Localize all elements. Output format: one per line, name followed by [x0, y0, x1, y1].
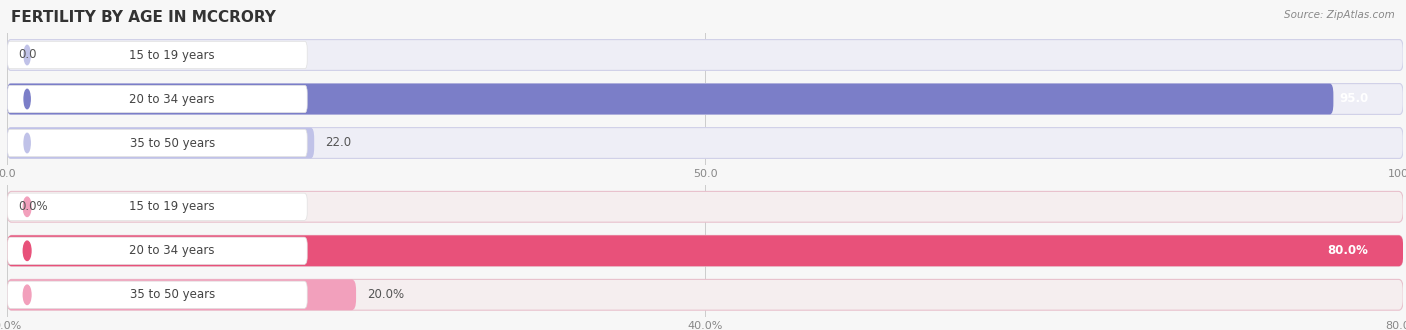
Text: 95.0: 95.0 — [1339, 92, 1368, 106]
FancyBboxPatch shape — [7, 85, 307, 113]
Circle shape — [24, 133, 30, 153]
Text: 35 to 50 years: 35 to 50 years — [129, 137, 215, 149]
FancyBboxPatch shape — [7, 83, 1333, 115]
FancyBboxPatch shape — [7, 235, 1403, 266]
Text: 0.0%: 0.0% — [18, 200, 48, 213]
FancyBboxPatch shape — [7, 281, 307, 309]
Text: 0.0: 0.0 — [18, 49, 37, 61]
FancyBboxPatch shape — [7, 280, 356, 310]
Text: 22.0: 22.0 — [325, 137, 352, 149]
FancyBboxPatch shape — [7, 41, 307, 69]
FancyBboxPatch shape — [7, 83, 1403, 115]
Text: Source: ZipAtlas.com: Source: ZipAtlas.com — [1284, 10, 1395, 20]
FancyBboxPatch shape — [7, 128, 1403, 158]
FancyBboxPatch shape — [7, 237, 307, 264]
Text: 15 to 19 years: 15 to 19 years — [129, 49, 215, 61]
Text: 20.0%: 20.0% — [367, 288, 405, 301]
Circle shape — [24, 89, 30, 109]
Text: 20 to 34 years: 20 to 34 years — [129, 244, 215, 257]
FancyBboxPatch shape — [7, 128, 314, 158]
Circle shape — [24, 197, 31, 216]
FancyBboxPatch shape — [7, 235, 1403, 266]
Text: 15 to 19 years: 15 to 19 years — [129, 200, 215, 213]
Circle shape — [24, 241, 31, 260]
FancyBboxPatch shape — [7, 280, 1403, 310]
Text: 35 to 50 years: 35 to 50 years — [129, 288, 215, 301]
FancyBboxPatch shape — [7, 193, 307, 220]
FancyBboxPatch shape — [7, 129, 307, 157]
Text: 20 to 34 years: 20 to 34 years — [129, 92, 215, 106]
Circle shape — [24, 285, 31, 305]
Text: 80.0%: 80.0% — [1327, 244, 1368, 257]
Circle shape — [24, 45, 30, 65]
Text: FERTILITY BY AGE IN MCCRORY: FERTILITY BY AGE IN MCCRORY — [11, 10, 276, 25]
FancyBboxPatch shape — [7, 40, 1403, 70]
FancyBboxPatch shape — [7, 191, 1403, 222]
